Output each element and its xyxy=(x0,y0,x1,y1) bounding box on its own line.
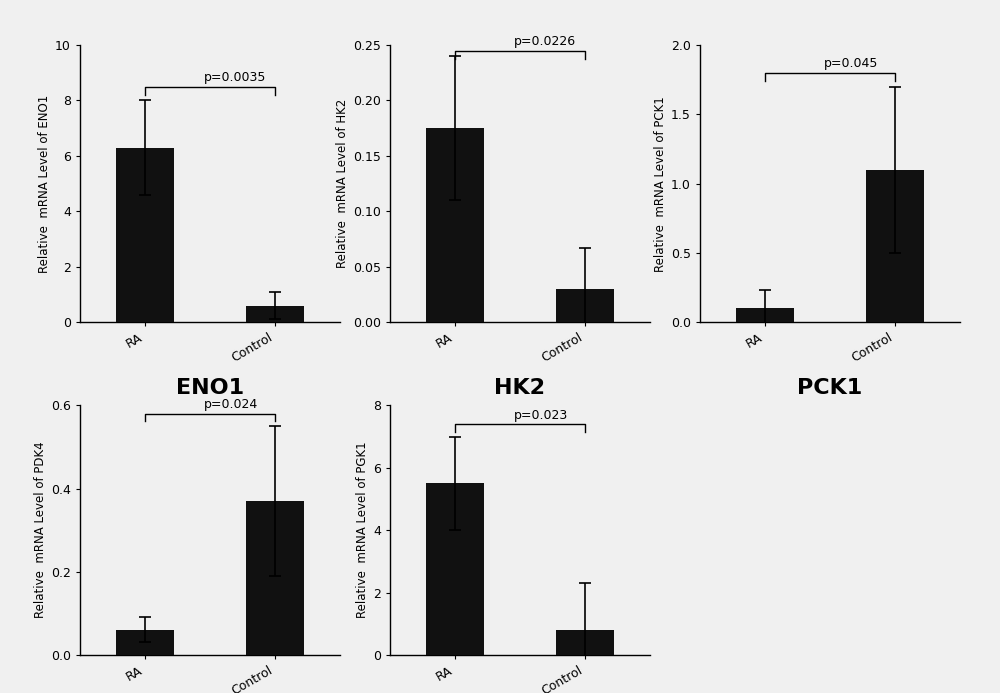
Text: p=0.045: p=0.045 xyxy=(824,57,878,70)
Text: p=0.0226: p=0.0226 xyxy=(514,35,576,48)
Text: p=0.023: p=0.023 xyxy=(514,409,568,421)
Text: p=0.024: p=0.024 xyxy=(204,398,258,411)
Text: ENO1: ENO1 xyxy=(176,378,244,398)
Bar xyxy=(426,128,484,322)
Y-axis label: Relative  mRNA Level of ENO1: Relative mRNA Level of ENO1 xyxy=(38,94,51,273)
Bar xyxy=(246,306,304,322)
Bar xyxy=(116,630,174,655)
Bar xyxy=(116,148,174,322)
Y-axis label: Relative  mRNA Level of PDK4: Relative mRNA Level of PDK4 xyxy=(34,442,47,618)
Y-axis label: Relative  mRNA Level of HK2: Relative mRNA Level of HK2 xyxy=(336,99,349,268)
Bar xyxy=(246,501,304,655)
Bar xyxy=(426,484,484,655)
Y-axis label: Relative  mRNA Level of PCK1: Relative mRNA Level of PCK1 xyxy=(654,96,667,272)
Bar xyxy=(556,630,614,655)
Bar xyxy=(736,308,794,322)
Text: HK2: HK2 xyxy=(494,378,546,398)
Bar xyxy=(556,289,614,322)
Bar xyxy=(866,170,924,322)
Text: PCK1: PCK1 xyxy=(797,378,863,398)
Text: p=0.0035: p=0.0035 xyxy=(204,71,266,84)
Y-axis label: Relative  mRNA Level of PGK1: Relative mRNA Level of PGK1 xyxy=(356,442,369,618)
